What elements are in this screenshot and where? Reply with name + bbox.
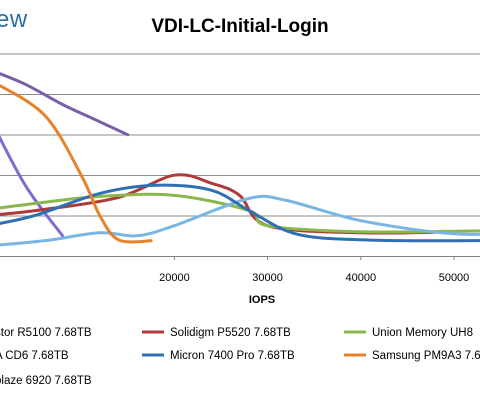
x-tick-label: 50000 xyxy=(439,272,470,284)
chart-title: VDI-LC-Initial-Login xyxy=(151,16,328,37)
series-layer xyxy=(0,72,480,247)
brand-logo-fragment: ew xyxy=(0,6,28,33)
series-line-0 xyxy=(0,134,65,238)
legend-entry: Union Memory UH8 xyxy=(372,327,473,339)
legend-entry: blaze 6920 7.68TB xyxy=(0,375,92,387)
x-tick-label: 40000 xyxy=(346,272,377,284)
x-axis-ticks: 2000030000400005000060000 xyxy=(159,256,470,284)
x-tick-label: 20000 xyxy=(159,272,190,284)
legend: stor R5100 7.68TB Solidigm P5520 7.68TB Un… xyxy=(0,327,480,387)
series-line-3 xyxy=(0,194,480,247)
legend-entry: A CD6 7.68TB xyxy=(0,350,69,362)
series-line-4 xyxy=(0,183,480,243)
legend-entry: Solidigm P5520 7.68TB xyxy=(170,327,291,339)
legend-entry: stor R5100 7.68TB xyxy=(0,327,92,339)
legend-entry: Micron 7400 Pro 7.68TB xyxy=(170,350,295,362)
series-line-6 xyxy=(0,72,130,137)
series-line-5 xyxy=(0,84,153,244)
x-axis-label: IOPS xyxy=(249,294,275,306)
x-tick-label: 30000 xyxy=(252,272,283,284)
series-line-2 xyxy=(0,192,480,234)
legend-entry: Samsung PM9A3 7.6 xyxy=(372,350,480,362)
